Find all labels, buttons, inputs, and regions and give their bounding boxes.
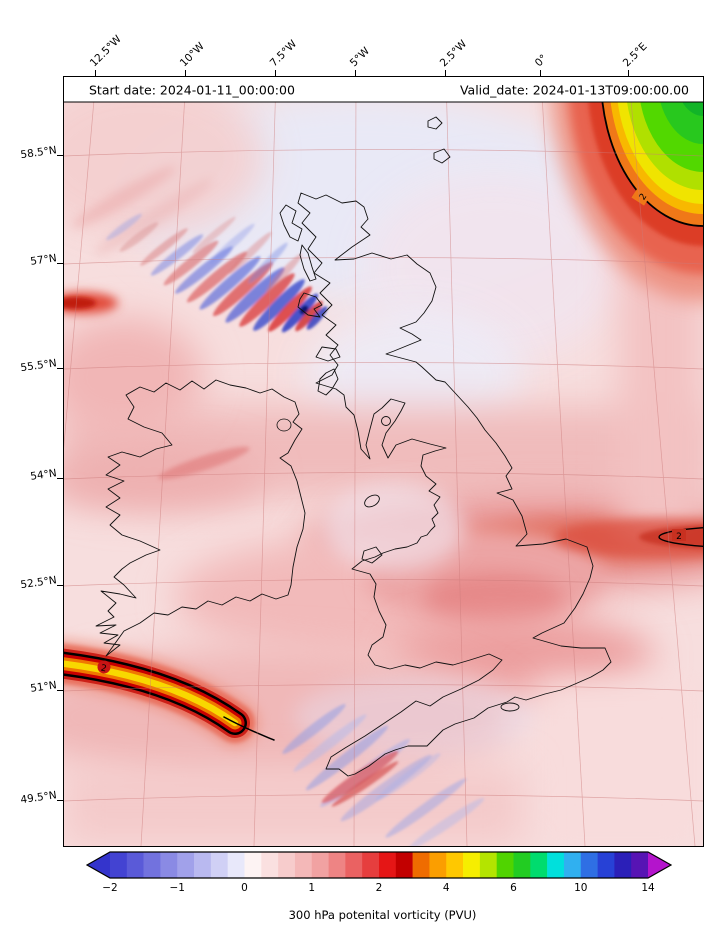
colorbar-tick-label: 1 [308, 882, 316, 894]
contour-label-southwest: 2 [97, 660, 111, 674]
coast-skye [297, 292, 323, 318]
start-date-text: Start date: 2024-01-11_00:00:00 [89, 83, 295, 98]
contour-label-east: 2 [676, 532, 682, 542]
colorbar-under-arrow [87, 852, 110, 878]
axis-tick [628, 70, 630, 76]
pv-map: 2 2 [64, 77, 703, 846]
colorbar-outline [85, 851, 673, 879]
lon-tick-label: 2.5°E [620, 40, 650, 70]
axis-tick [95, 70, 97, 76]
colorbar-tick-label: 10 [574, 882, 588, 894]
high-pv-northeast-region: 2 [550, 77, 703, 301]
lat-tick-label: 49.5°N [19, 789, 58, 807]
axis-tick [57, 263, 63, 265]
lat-tick-label: 58.5°N [19, 144, 58, 162]
colorbar-over-arrow [648, 852, 671, 878]
axis-tick [185, 70, 187, 76]
colorbar-tick-label: 14 [641, 882, 655, 894]
coastlines [95, 116, 612, 777]
coast-uists [299, 244, 317, 282]
coast-orkney-2 [433, 148, 451, 164]
coast-isle-of-wight [500, 702, 520, 712]
coast-isle-of-man [364, 494, 380, 508]
lat-tick-label: 51°N [29, 679, 58, 695]
lough-neagh [276, 418, 292, 432]
axis-tick [57, 478, 63, 480]
axis-tick [275, 70, 277, 76]
colorbar-tick-label: 4 [442, 882, 450, 894]
lat-tick-label: 55.5°N [19, 357, 58, 375]
axis-tick [57, 585, 63, 587]
colorbar [85, 850, 673, 880]
lon-tick-label: 5°W [347, 45, 373, 70]
colorbar-tick-label: 2 [375, 882, 383, 894]
lon-tick-label: 12.5°W [87, 33, 124, 70]
header-strip: Start date: 2024-01-11_00:00:00 Valid_da… [64, 77, 703, 103]
svg-text:2: 2 [638, 192, 650, 202]
axis-tick [57, 800, 63, 802]
lon-tick-label: 7.5°W [267, 37, 300, 70]
southern-streaks [282, 704, 485, 846]
pv-map-panel: 2 2 [63, 76, 704, 847]
svg-text:2: 2 [100, 663, 108, 674]
axis-tick [57, 155, 63, 157]
colorbar-label: 300 hPa potenital vorticity (PVU) [288, 908, 477, 922]
pv-streamer-southwest: 2 [64, 636, 275, 750]
axis-tick [540, 70, 542, 76]
lat-tick-label: 57°N [29, 252, 58, 268]
axis-tick [57, 690, 63, 692]
lat-tick-label: 52.5°N [19, 574, 58, 592]
pv2-lens-east: 2 [554, 518, 703, 558]
colorbar-segments [110, 852, 649, 878]
coast-orkney-1 [427, 116, 443, 130]
contour-label-gap [672, 529, 686, 541]
colorbar-tick-label: −1 [169, 882, 185, 894]
coast-anglesey [361, 546, 383, 564]
coast-arran [381, 416, 391, 426]
coast-ireland [95, 379, 306, 657]
lon-tick-label: 0° [532, 52, 550, 70]
lon-tick-label: 2.5°W [437, 37, 470, 70]
lon-tick-label: 10°W [177, 40, 207, 70]
gravity-wave-ripples [106, 213, 328, 333]
axis-tick [445, 70, 447, 76]
coast-great-britain [297, 192, 612, 777]
coast-mull [315, 346, 341, 362]
coast-lewis-harris [279, 204, 303, 242]
colorbar-tick-label: 0 [241, 882, 248, 894]
contour-label-northeast: 2 [631, 185, 652, 206]
axis-tick [355, 70, 357, 76]
colorbar-tick-label: −2 [102, 882, 118, 894]
lat-tick-label: 54°N [29, 467, 58, 483]
colorbar-tick-label: 6 [510, 882, 517, 894]
axis-tick [57, 368, 63, 370]
graticule [64, 77, 703, 846]
valid-date-text: Valid_date: 2024-01-13T09:00:00.00 [460, 83, 689, 98]
coast-islay-jura [317, 368, 339, 396]
